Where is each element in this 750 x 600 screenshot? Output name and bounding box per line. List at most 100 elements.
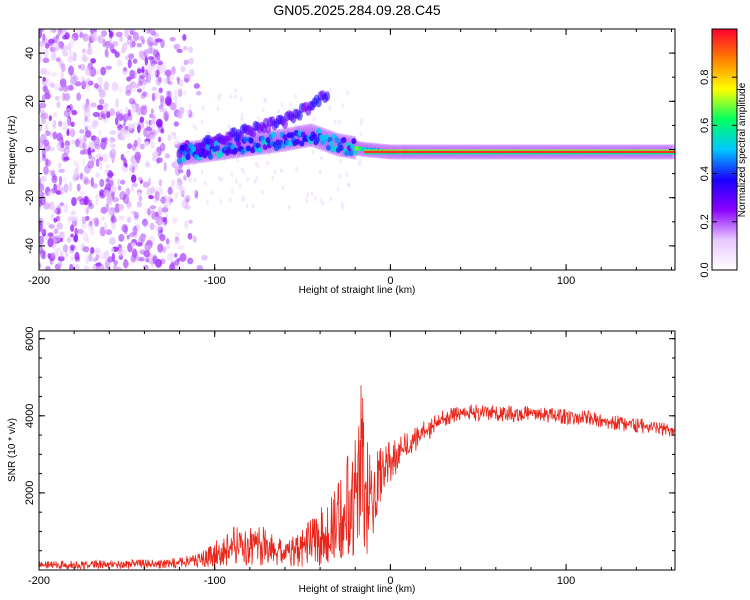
spectrogram-cell — [262, 143, 268, 150]
noise-blob — [174, 99, 178, 105]
noise-blob — [117, 113, 124, 122]
noise-blob — [56, 222, 64, 230]
noise-blob — [156, 118, 163, 128]
noise-blob — [160, 64, 167, 71]
noise-blob — [312, 116, 316, 122]
noise-blob — [103, 189, 111, 197]
noise-blob — [68, 65, 74, 76]
noise-blob — [142, 218, 148, 227]
noise-blob — [139, 116, 145, 123]
noise-blob — [163, 216, 168, 225]
noise-blob — [173, 89, 179, 98]
noise-blob — [53, 83, 61, 91]
noise-blob — [95, 172, 101, 178]
noise-blob — [106, 194, 112, 204]
noise-blob — [88, 220, 93, 227]
noise-blob — [148, 195, 154, 200]
noise-blob — [163, 200, 170, 205]
spectrogram-frame — [38, 28, 676, 271]
noise-blob — [68, 181, 73, 192]
noise-blob — [72, 160, 78, 166]
snr-ticks: -200 -100 0 100 2000 4000 6000 — [24, 326, 675, 587]
noise-blob — [92, 257, 98, 262]
noise-blob — [41, 94, 46, 102]
spectrogram-cell — [341, 137, 347, 144]
noise-blob — [157, 243, 164, 253]
noise-blob — [60, 186, 64, 196]
noise-blob — [87, 80, 94, 86]
noise-blob — [184, 59, 190, 65]
spectrogram-cell — [240, 148, 246, 155]
noise-blob — [49, 146, 55, 152]
noise-blob — [167, 80, 173, 86]
noise-blob — [277, 109, 281, 115]
spectrogram-cell — [316, 128, 322, 135]
noise-blob — [133, 211, 139, 219]
noise-blob — [320, 155, 324, 161]
noise-blob — [86, 86, 90, 93]
noise-blob — [145, 126, 153, 132]
noise-blob — [128, 97, 136, 105]
noise-blob — [70, 233, 74, 238]
spectrogram-cell — [205, 144, 211, 151]
noise-blob — [109, 143, 117, 148]
noise-blob — [177, 245, 184, 251]
noise-blob — [62, 92, 66, 102]
noise-blob — [74, 251, 80, 260]
noise-blob — [160, 95, 164, 106]
noise-blob — [158, 136, 162, 143]
spectrogram-cell — [324, 91, 331, 102]
noise-blob — [207, 130, 211, 136]
noise-blob — [109, 130, 117, 135]
noise-blob — [186, 110, 190, 116]
noise-blob — [151, 154, 158, 162]
spectrogram-cell — [213, 140, 219, 147]
noise-blob — [61, 124, 69, 132]
noise-blob — [359, 120, 363, 126]
noise-blob — [142, 220, 149, 228]
noise-blob — [150, 29, 156, 35]
noise-blob — [151, 92, 156, 102]
noise-blob — [97, 34, 104, 44]
noise-blob — [40, 67, 48, 75]
noise-blob — [192, 235, 197, 243]
noise-blob — [120, 129, 126, 136]
noise-blob — [120, 154, 125, 161]
noise-blob — [136, 67, 142, 75]
noise-blob — [42, 250, 47, 260]
spectrogram-cell — [314, 136, 320, 143]
noise-blob — [147, 74, 152, 84]
noise-blob — [127, 58, 132, 69]
noise-blob — [66, 237, 72, 243]
noise-blob — [55, 57, 61, 62]
noise-blob — [148, 254, 154, 264]
noise-blob — [72, 51, 77, 62]
noise-blob — [230, 172, 234, 178]
noise-blob — [163, 162, 167, 172]
noise-blob — [245, 203, 249, 209]
noise-blob — [136, 191, 142, 197]
noise-blob — [62, 244, 69, 253]
noise-blob — [104, 182, 111, 190]
noise-blob — [78, 142, 84, 149]
noise-blob — [179, 252, 187, 262]
noise-blob — [177, 179, 183, 187]
noise-blob — [239, 96, 243, 102]
spectrogram-cell — [215, 145, 221, 152]
noise-blob — [119, 191, 127, 201]
noise-blob — [205, 200, 209, 206]
colorbar-ticks: 0.0 0.2 0.4 0.6 0.8 — [699, 70, 737, 278]
noise-blob — [104, 48, 109, 58]
noise-blob — [108, 30, 114, 39]
noise-blob — [169, 134, 173, 140]
noise-blob — [109, 148, 117, 159]
noise-blob — [210, 190, 214, 196]
noise-blob — [310, 190, 314, 196]
spectrogram-cell — [179, 144, 185, 151]
noise-blob — [150, 186, 155, 195]
noise-blob — [54, 235, 61, 243]
noise-blob — [165, 238, 170, 245]
noise-blob — [76, 92, 82, 101]
noise-blob — [108, 179, 115, 188]
x-tick-label: -100 — [204, 575, 226, 587]
